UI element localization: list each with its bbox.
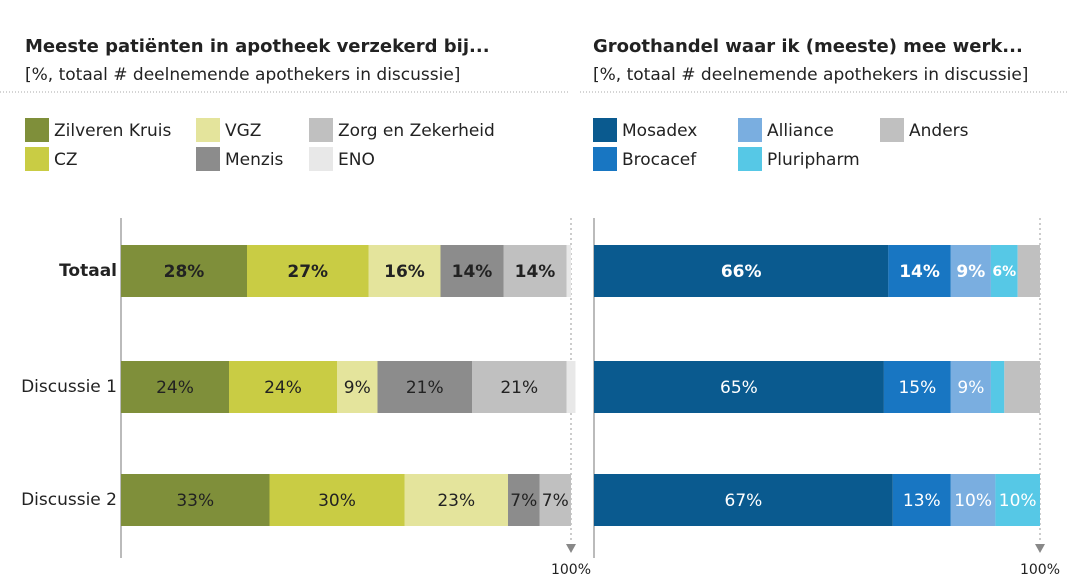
legend-label: Alliance: [767, 121, 834, 141]
data-label: 24%: [156, 378, 194, 398]
chart-title: Meeste patiënten in apotheek verzekerd b…: [25, 36, 490, 57]
legend-swatch: [25, 147, 49, 171]
bar-segment: [503, 245, 567, 297]
legend-label: CZ: [54, 150, 78, 170]
data-label: 10%: [954, 491, 992, 511]
tick-marker: [566, 544, 576, 553]
data-label: 65%: [720, 378, 758, 398]
data-label: 9%: [956, 262, 985, 282]
category-label: Discussie 2: [21, 490, 117, 510]
legend-label: Mosadex: [622, 121, 697, 141]
bar-segment: [995, 474, 1040, 526]
legend-label: Zorg en Zekerheid: [338, 121, 495, 141]
bar-segment: [404, 474, 508, 526]
bar-segment: [337, 361, 378, 413]
bar-segment: [508, 474, 540, 526]
legend-label: VGZ: [225, 121, 261, 141]
bar-segment: [888, 245, 951, 297]
bar-segment: [594, 474, 893, 526]
data-label: 23%: [437, 491, 475, 511]
data-label: 14%: [515, 262, 556, 282]
bar-segment: [950, 474, 996, 526]
data-label: 28%: [164, 262, 205, 282]
bar-segment: [566, 361, 576, 413]
data-label: 30%: [318, 491, 356, 511]
legend-swatch: [738, 118, 762, 142]
data-label: 27%: [287, 262, 328, 282]
bar-segment: [229, 361, 337, 413]
bar-segment: [1017, 245, 1040, 297]
bar-segment: [892, 474, 951, 526]
data-label: 21%: [500, 378, 538, 398]
bar-segment: [539, 474, 571, 526]
legend-swatch: [196, 118, 220, 142]
legend-swatch: [196, 147, 220, 171]
bar-segment: [883, 361, 951, 413]
bar-segment: [594, 361, 884, 413]
legend-label: Pluripharm: [767, 150, 860, 170]
bar-segment: [950, 361, 991, 413]
data-label: 14%: [452, 262, 493, 282]
legend-swatch: [593, 118, 617, 142]
bar-segment: [269, 474, 405, 526]
chart-subtitle: [%, totaal # deelnemende apothekers in d…: [593, 65, 1028, 85]
data-label: 6%: [992, 264, 1016, 280]
bar-segment: [121, 245, 247, 297]
bar-segment: [950, 245, 991, 297]
bar-segment: [566, 245, 571, 297]
legend-swatch: [880, 118, 904, 142]
data-label: 10%: [999, 491, 1037, 511]
bar-segment: [121, 474, 270, 526]
bar-segment: [990, 361, 1005, 413]
category-label: Discussie 1: [21, 377, 117, 397]
bar-segment: [990, 245, 1018, 297]
bar-segment: [247, 245, 369, 297]
data-label: 24%: [264, 378, 302, 398]
data-label: 15%: [898, 378, 936, 398]
tick-marker: [1035, 544, 1045, 553]
data-label: 7%: [542, 491, 569, 511]
data-label: 9%: [957, 378, 984, 398]
legend-label: Brocacef: [622, 150, 697, 170]
legend-swatch: [25, 118, 49, 142]
data-label: 33%: [176, 491, 214, 511]
chart-title: Groothandel waar ik (meeste) mee werk...: [593, 36, 1023, 57]
legend-swatch: [309, 147, 333, 171]
data-label: 14%: [899, 262, 940, 282]
legend-swatch: [593, 147, 617, 171]
legend-label: Zilveren Kruis: [54, 121, 171, 141]
x-tick-label: 100%: [1020, 562, 1060, 578]
data-label: 13%: [903, 491, 941, 511]
bar-segment: [368, 245, 441, 297]
bar-segment: [472, 361, 567, 413]
legend-label: Menzis: [225, 150, 284, 170]
data-label: 21%: [406, 378, 444, 398]
data-label: 7%: [510, 491, 537, 511]
legend-label: ENO: [338, 150, 375, 170]
data-label: 66%: [721, 262, 762, 282]
data-label: 9%: [344, 378, 371, 398]
bar-segment: [440, 245, 504, 297]
chart-subtitle: [%, totaal # deelnemende apothekers in d…: [25, 65, 460, 85]
bar-segment: [121, 361, 229, 413]
bar-segment: [594, 245, 889, 297]
x-tick-label: 100%: [551, 562, 591, 578]
legend-swatch: [738, 147, 762, 171]
bar-segment: [1004, 361, 1040, 413]
data-label: 16%: [384, 262, 425, 282]
legend-swatch: [309, 118, 333, 142]
data-label: 67%: [725, 491, 763, 511]
legend-label: Anders: [909, 121, 969, 141]
category-label: Totaal: [59, 261, 117, 281]
bar-segment: [377, 361, 472, 413]
